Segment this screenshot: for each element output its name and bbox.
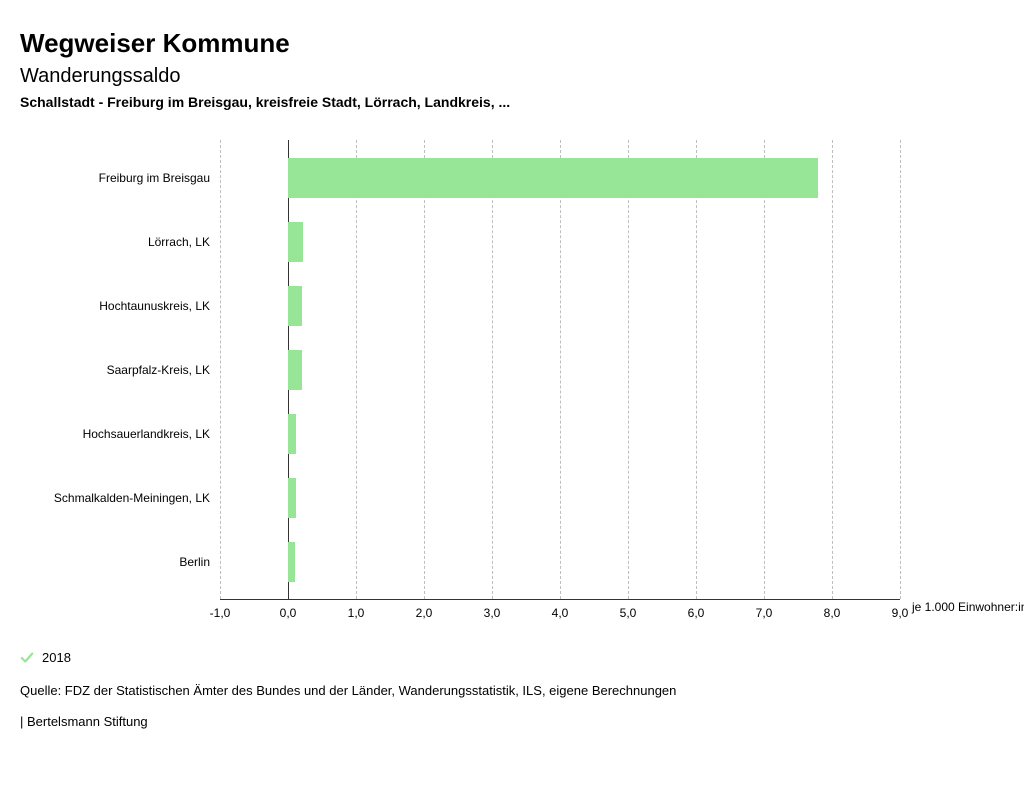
xtick-label: 4,0: [552, 606, 569, 620]
chart-row: Lörrach, LK: [20, 214, 1004, 270]
bar: [288, 158, 818, 198]
xtick-label: 6,0: [688, 606, 705, 620]
y-label: Hochtaunuskreis, LK: [20, 299, 210, 313]
chart-row: Hochsauerlandkreis, LK: [20, 406, 1004, 462]
chart-row: Saarpfalz-Kreis, LK: [20, 342, 1004, 398]
y-label: Schmalkalden-Meiningen, LK: [20, 491, 210, 505]
check-icon: [20, 651, 34, 665]
page-caption: Schallstadt - Freiburg im Breisgau, krei…: [20, 94, 1004, 110]
xtick-label: 8,0: [824, 606, 841, 620]
bar: [288, 542, 295, 582]
xtick-label: 9,0: [892, 606, 909, 620]
xtick-label: 0,0: [280, 606, 297, 620]
attribution-text: | Bertelsmann Stiftung: [20, 714, 1004, 729]
chart-container: Freiburg im Breisgau Lörrach, LK Hochtaunu…: [20, 140, 1004, 630]
y-label: Freiburg im Breisgau: [20, 171, 210, 185]
chart-row: Hochtaunuskreis, LK: [20, 278, 1004, 334]
source-text: Quelle: FDZ der Statistischen Ämter des …: [20, 683, 1004, 698]
x-unit-label: je 1.000 Einwohner:innen: [912, 600, 1022, 614]
legend: 2018: [20, 650, 1004, 665]
xtick-label: 2,0: [416, 606, 433, 620]
y-label: Lörrach, LK: [20, 235, 210, 249]
page-subtitle: Wanderungssaldo: [20, 65, 1004, 88]
chart-row: Schmalkalden-Meiningen, LK: [20, 470, 1004, 526]
y-label: Saarpfalz-Kreis, LK: [20, 363, 210, 377]
bar: [288, 478, 296, 518]
bar: [288, 286, 302, 326]
y-label: Berlin: [20, 555, 210, 569]
xtick-label: 3,0: [484, 606, 501, 620]
bar: [288, 350, 302, 390]
legend-year: 2018: [42, 650, 71, 665]
chart-row: Freiburg im Breisgau: [20, 150, 1004, 206]
bar: [288, 222, 303, 262]
chart-row: Berlin: [20, 534, 1004, 590]
xtick-label: -1,0: [210, 606, 231, 620]
xtick-label: 7,0: [756, 606, 773, 620]
xtick-label: 5,0: [620, 606, 637, 620]
y-label: Hochsauerlandkreis, LK: [20, 427, 210, 441]
page-title: Wegweiser Kommune: [20, 28, 1004, 59]
bar: [288, 414, 296, 454]
xtick-label: 1,0: [348, 606, 365, 620]
